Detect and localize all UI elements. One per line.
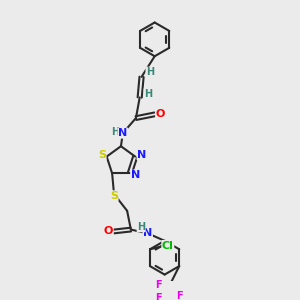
Text: N: N (137, 150, 146, 160)
Text: F: F (155, 293, 162, 300)
Text: N: N (118, 128, 128, 138)
Text: H: H (137, 222, 145, 232)
Text: F: F (176, 291, 182, 300)
Text: H: H (111, 127, 119, 137)
Text: Cl: Cl (162, 241, 174, 250)
Text: S: S (98, 150, 106, 160)
Text: H: H (144, 89, 152, 99)
Text: O: O (104, 226, 113, 236)
Text: O: O (156, 109, 165, 119)
Text: H: H (146, 67, 154, 77)
Text: F: F (155, 280, 162, 290)
Text: N: N (143, 228, 152, 238)
Text: N: N (131, 170, 140, 180)
Text: S: S (110, 191, 118, 201)
